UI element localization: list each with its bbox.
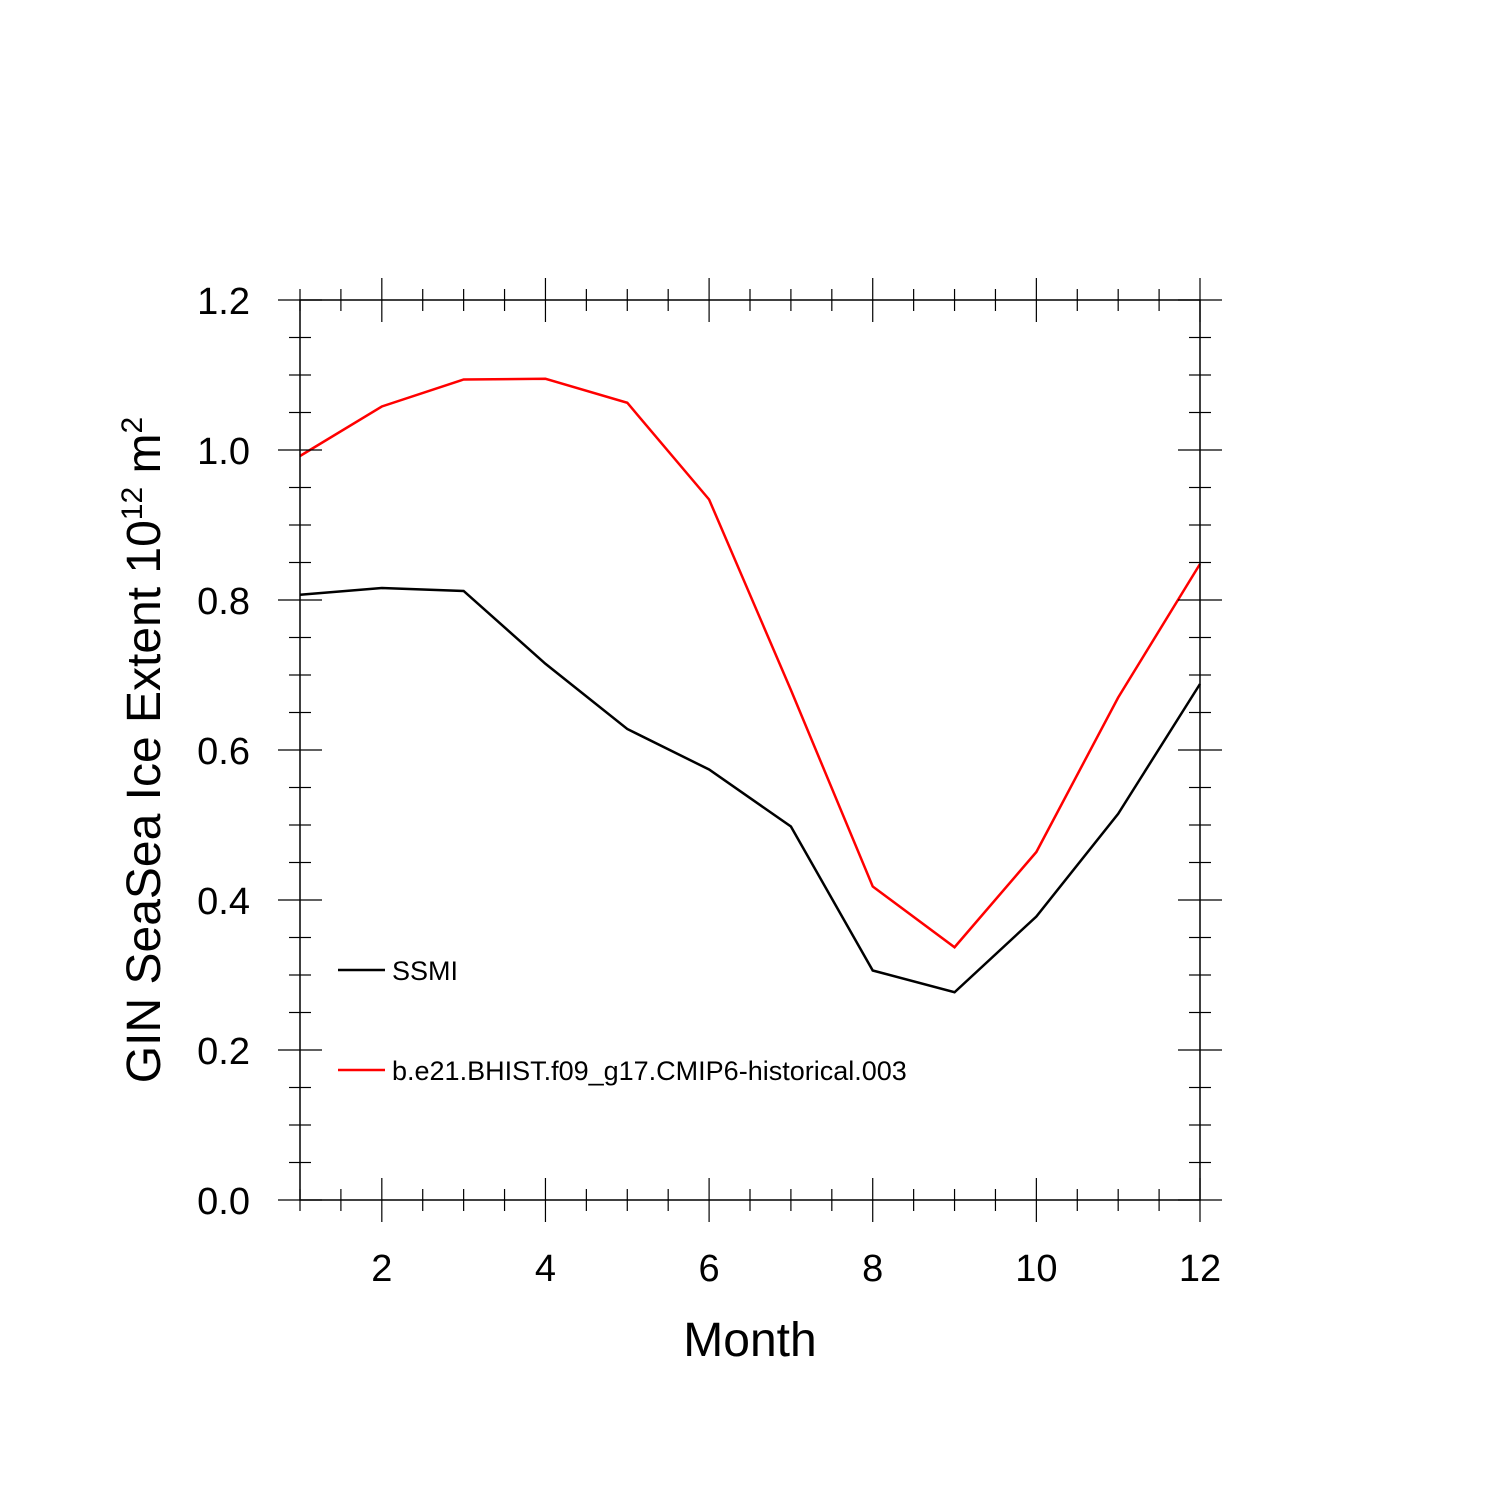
y-tick-label: 1.2: [197, 281, 250, 323]
y-tick-label: 0.2: [197, 1031, 250, 1073]
ticks: [278, 278, 1222, 1222]
y-axis-title-unit: m: [118, 433, 171, 486]
tick-labels: 2 4 6 8 10 12 0.0 0.2 0.4 0.6 0.8 1.0 1.2: [197, 281, 1221, 1290]
y-tick-label: 0.8: [197, 581, 250, 623]
plot-lines: [299, 377, 1202, 994]
y-tick-label: 0.0: [197, 1181, 250, 1223]
legend: SSMI b.e21.BHIST.f09_g17.CMIP6-historica…: [338, 956, 907, 1086]
legend-label-model: b.e21.BHIST.f09_g17.CMIP6-historical.003: [392, 1056, 907, 1086]
y-tick-label: 0.4: [197, 881, 250, 923]
y-axis-title-unit-exponent: 2: [116, 417, 149, 434]
y-axis-title-exponent: 12: [116, 487, 149, 520]
y-axis-title-main: GIN SeaSea Ice Extent 10: [118, 520, 171, 1083]
series-line-1: [299, 377, 1202, 949]
x-tick-label: 4: [535, 1248, 556, 1290]
x-tick-label: 6: [699, 1248, 720, 1290]
x-tick-label: 12: [1179, 1248, 1221, 1290]
legend-label-ssmi: SSMI: [392, 956, 458, 986]
x-tick-label: 8: [862, 1248, 883, 1290]
x-tick-label: 2: [371, 1248, 392, 1290]
series-line-0: [299, 586, 1202, 994]
y-tick-label: 1.0: [197, 431, 250, 473]
x-tick-label: 10: [1015, 1248, 1057, 1290]
x-axis-title: Month: [683, 1314, 816, 1367]
y-tick-label: 0.6: [197, 731, 250, 773]
y-axis-title: GIN SeaSea Ice Extent 1012 m2: [116, 417, 171, 1083]
